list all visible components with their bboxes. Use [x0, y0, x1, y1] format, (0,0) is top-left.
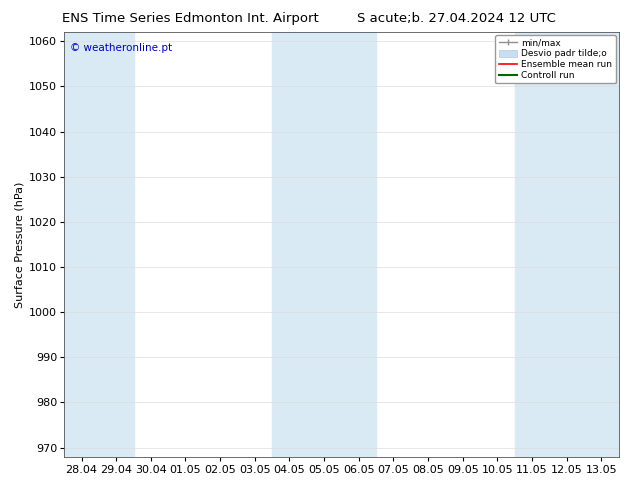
Text: © weatheronline.pt: © weatheronline.pt [70, 43, 172, 53]
Y-axis label: Surface Pressure (hPa): Surface Pressure (hPa) [15, 181, 25, 308]
Bar [272, 32, 376, 457]
Text: ENS Time Series Edmonton Int. Airport: ENS Time Series Edmonton Int. Airport [62, 12, 318, 25]
Text: S acute;b. 27.04.2024 12 UTC: S acute;b. 27.04.2024 12 UTC [357, 12, 556, 25]
Legend: min/max, Desvio padr tilde;o, Ensemble mean run, Controll run: min/max, Desvio padr tilde;o, Ensemble m… [495, 35, 616, 83]
Bar [515, 32, 619, 457]
Bar [64, 32, 134, 457]
